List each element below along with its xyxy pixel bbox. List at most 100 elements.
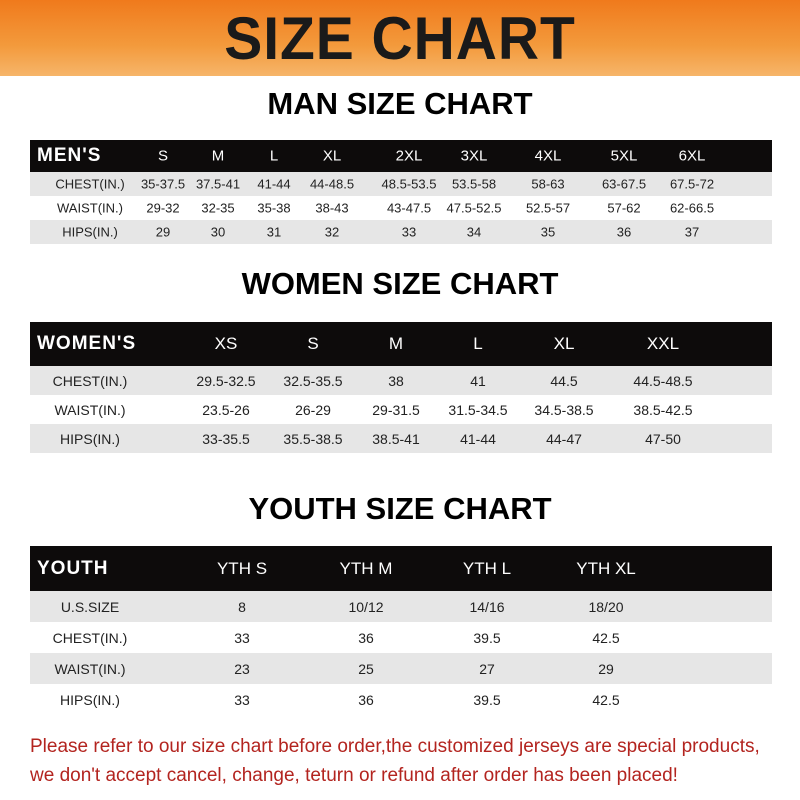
cell: 34 <box>466 224 482 240</box>
row-label: HIPS(IN.) <box>60 691 120 708</box>
header-row: YOUTH YTH S YTH M YTH L YTH XL <box>30 546 772 591</box>
cell: 44.5 <box>550 372 578 389</box>
cell: 26-29 <box>295 401 331 418</box>
youth-title: YOUTH SIZE CHART <box>248 491 552 526</box>
cell: 41-44 <box>257 176 291 192</box>
cell: S <box>307 334 319 353</box>
women-size-table: WOMEN'S XS S M L XL XXL CHEST(IN.) 29.5-32.5 32.5… <box>30 322 772 453</box>
cell: 34.5-38.5 <box>534 401 594 418</box>
cell: 2XL <box>395 147 423 165</box>
men-size-table: MEN'S S M L XL 2XL 3XL 4XL 5XL 6XL CHEST(IN.) 35-37… <box>30 140 772 244</box>
table-row: WAIST(IN.) 29-32 32-35 35-38 38-43 43-47.5 47.… <box>30 196 772 220</box>
cell: 38 <box>388 372 404 389</box>
cell: 63-67.5 <box>601 176 647 192</box>
cell: YTH XL <box>576 558 636 578</box>
cell: 57-62 <box>607 200 641 216</box>
cell: 32 <box>324 224 340 240</box>
cell: 43-47.5 <box>386 200 432 216</box>
cell: 44-47 <box>546 430 582 447</box>
row-label: HIPS(IN.) <box>60 430 120 447</box>
cell: 44.5-48.5 <box>633 372 693 389</box>
cell: 41 <box>470 372 486 389</box>
cell: 52.5-57 <box>525 200 571 216</box>
cell: 35 <box>540 224 556 240</box>
table-row: HIPS(IN.) 29 30 31 32 33 34 35 36 37 <box>30 220 772 244</box>
row-label: MEN'S <box>37 145 102 166</box>
cell: 29-31.5 <box>372 401 420 418</box>
cell: 3XL <box>460 147 488 165</box>
cell: 35-38 <box>257 200 291 216</box>
cell: L <box>269 147 279 165</box>
table-row: CHEST(IN.) 33 36 39.5 42.5 <box>30 622 772 653</box>
cell: 35.5-38.5 <box>283 430 343 447</box>
cell: L <box>473 334 483 353</box>
cell: 38.5-41 <box>372 430 420 447</box>
cell: 25 <box>358 660 374 677</box>
cell: 31 <box>266 224 282 240</box>
cell: 53.5-58 <box>451 176 497 192</box>
cell: 39.5 <box>473 691 501 708</box>
cell: 23.5-26 <box>202 401 250 418</box>
youth-size-table: YOUTH YTH S YTH M YTH L YTH XL U.S.SIZE 8 10/12… <box>30 546 772 715</box>
table-row: CHEST(IN.) 35-37.5 37.5-41 41-44 44-48.5 48.5… <box>30 172 772 196</box>
table-row: U.S.SIZE 8 10/12 14/16 18/20 <box>30 591 772 622</box>
cell: YTH L <box>462 558 512 578</box>
banner-title: SIZE CHART <box>224 4 576 72</box>
cell: 36 <box>358 691 374 708</box>
cell: 5XL <box>610 147 638 165</box>
cell: 33 <box>401 224 417 240</box>
row-label: CHEST(IN.) <box>55 176 125 192</box>
cell: 6XL <box>678 147 706 165</box>
cell: 14/16 <box>469 598 505 615</box>
row-label: CHEST(IN.) <box>52 629 128 646</box>
cell: 32-35 <box>201 200 235 216</box>
header-row: WOMEN'S XS S M L XL XXL <box>30 322 772 366</box>
cell: 29.5-32.5 <box>196 372 256 389</box>
row-label: YOUTH <box>37 557 109 579</box>
cell: 36 <box>616 224 632 240</box>
cell: M <box>388 334 404 353</box>
row-label: U.S.SIZE <box>60 598 120 615</box>
cell: 18/20 <box>588 598 624 615</box>
cell: 33 <box>234 691 250 708</box>
row-label: WAIST(IN.) <box>57 200 123 216</box>
cell: 31.5-34.5 <box>448 401 508 418</box>
cell: XXL <box>646 334 680 353</box>
cell: 58-63 <box>531 176 565 192</box>
cell: 47-50 <box>645 430 681 447</box>
cell: XS <box>214 334 238 353</box>
banner: SIZE CHART <box>0 0 800 76</box>
header-row: MEN'S S M L XL 2XL 3XL 4XL 5XL 6XL <box>30 140 772 172</box>
cell: 42.5 <box>592 629 620 646</box>
table-row: WAIST(IN.) 23.5-26 26-29 29-31.5 31.5-34.5 34… <box>30 395 772 424</box>
table-row: HIPS(IN.) 33 36 39.5 42.5 <box>30 684 772 715</box>
notice-line: Please refer to our size chart before or… <box>30 736 760 757</box>
cell: XL <box>322 147 342 165</box>
women-title: WOMEN SIZE CHART <box>241 266 559 301</box>
row-label: HIPS(IN.) <box>62 224 118 240</box>
cell: 30 <box>210 224 226 240</box>
notice-line: we don't accept cancel, change, teturn o… <box>30 765 678 786</box>
cell: 37.5-41 <box>195 176 241 192</box>
cell: 29 <box>155 224 171 240</box>
cell: 33-35.5 <box>202 430 250 447</box>
cell: XL <box>553 334 575 353</box>
cell: 10/12 <box>348 598 384 615</box>
table-row: CHEST(IN.) 29.5-32.5 32.5-35.5 38 41 44.5 44.5… <box>30 366 772 395</box>
table-row: HIPS(IN.) 33-35.5 35.5-38.5 38.5-41 41-44 44-… <box>30 424 772 453</box>
row-label: CHEST(IN.) <box>52 372 128 389</box>
cell: 33 <box>234 629 250 646</box>
notice-text: Please refer to our size chart before or… <box>30 732 790 790</box>
cell: 23 <box>234 660 250 677</box>
cell: 62-66.5 <box>669 200 715 216</box>
cell: 44-48.5 <box>309 176 355 192</box>
cell: 29-32 <box>146 200 180 216</box>
cell: 38.5-42.5 <box>633 401 693 418</box>
table-row: WAIST(IN.) 23 25 27 29 <box>30 653 772 684</box>
cell: 8 <box>238 598 246 615</box>
cell: 47.5-52.5 <box>446 200 502 216</box>
cell: 37 <box>684 224 700 240</box>
cell: 27 <box>479 660 495 677</box>
cell: 39.5 <box>473 629 501 646</box>
row-label: WOMEN'S <box>37 333 137 354</box>
